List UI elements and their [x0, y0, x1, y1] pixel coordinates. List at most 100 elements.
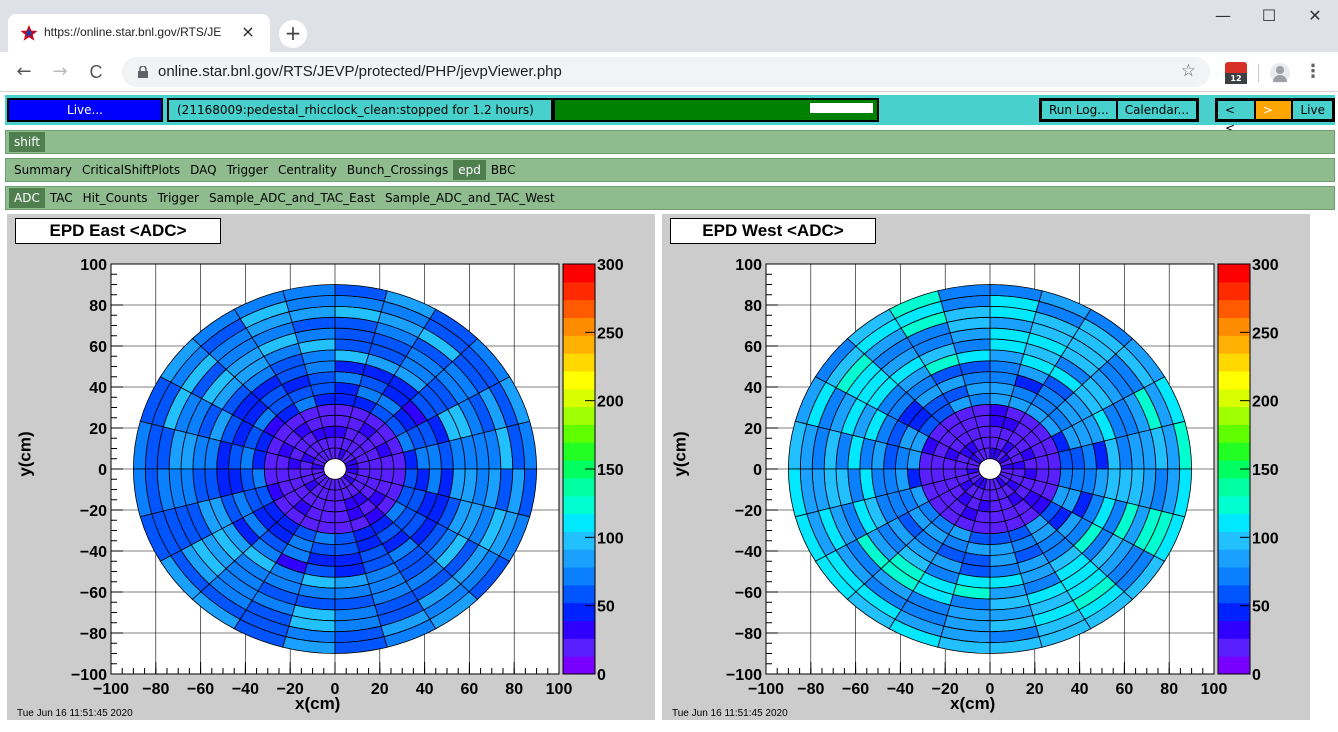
menu-item-daq[interactable]: DAQ — [190, 163, 217, 177]
colorbar-tick-label: 50 — [597, 599, 615, 616]
colorbar-tick-label: 300 — [1252, 257, 1279, 274]
live-short-button[interactable]: Live — [1292, 100, 1333, 120]
back-icon[interactable]: ← — [16, 61, 32, 82]
x-tick-label: 100 — [1201, 681, 1228, 698]
address-bar[interactable]: online.star.bnl.gov/RTS/JEVP/protected/P… — [122, 57, 1210, 87]
y-tick-label: −80 — [735, 626, 762, 643]
submenu-item-sample-adc-and-tac-east[interactable]: Sample_ADC_and_TAC_East — [208, 191, 376, 205]
menu-item-epd[interactable]: epd — [453, 160, 486, 180]
forward-icon[interactable]: → — [52, 61, 68, 82]
epd-east-heatmap: −100 −80 −60 −40 −20 0 20 40 60 80 100 −100 −80 −60 −4… — [71, 257, 624, 698]
browser-tab[interactable]: https://online.star.bnl.gov/RTS/JE × — [8, 14, 270, 52]
menu-item-criticalshiftplots[interactable]: CriticalShiftPlots — [82, 163, 181, 177]
y-tick-label: −60 — [735, 585, 762, 602]
y-tick-label: 40 — [89, 380, 107, 397]
profile-avatar-icon[interactable] — [1270, 63, 1290, 83]
reload-icon[interactable]: C — [89, 62, 103, 82]
x-tick-label: −40 — [232, 681, 259, 698]
menu-item-bunch-crossings[interactable]: Bunch_Crossings — [346, 163, 449, 177]
heatmap-cell — [974, 509, 991, 524]
colorbar-band — [1218, 335, 1250, 354]
minimize-icon[interactable]: — — [1215, 6, 1231, 25]
colorbar-band — [1218, 299, 1250, 318]
tab-close-icon[interactable]: × — [241, 22, 255, 41]
maximize-icon[interactable]: ☐ — [1261, 6, 1277, 25]
plot-canvas-west: −100 −80 −60 −40 −20 0 20 40 60 80 100 −100 −80 −60 −4… — [662, 214, 1310, 720]
previous-run-button[interactable]: < < — [1217, 100, 1255, 135]
colorbar-band — [1218, 531, 1250, 550]
menu-level2: Summary CriticalShiftPlots DAQ Trigger Centr… — [5, 158, 1335, 182]
colorbar-band — [563, 424, 595, 443]
colorbar-tick-label: 100 — [597, 530, 624, 547]
heatmap-cells — [132, 284, 538, 654]
y-tick-label: −60 — [80, 585, 107, 602]
heatmap-cell — [989, 414, 1006, 429]
colorbar-band — [563, 477, 595, 497]
x-axis-title: x(cm) — [950, 694, 996, 713]
colorbar-tick-label: 200 — [1252, 394, 1279, 411]
colorbar-tick-label: 0 — [1252, 667, 1261, 684]
colorbar-tick-label: 50 — [1252, 599, 1270, 616]
heatmap-cell — [1034, 468, 1050, 484]
colorbar-tick-label: 100 — [1252, 530, 1279, 547]
browser-menu-icon[interactable]: ⋮ — [1304, 61, 1322, 82]
menu-item-shift[interactable]: shift — [9, 132, 45, 152]
heatmap-cell — [930, 454, 946, 470]
x-tick-label: −40 — [887, 681, 914, 698]
x-tick-label: −100 — [748, 681, 784, 698]
colorbar-band — [563, 353, 595, 372]
colorbar-band — [563, 388, 595, 408]
x-tick-label: 40 — [416, 681, 434, 698]
colorbar-band — [563, 406, 595, 425]
star-favicon-icon — [20, 24, 38, 41]
colorbar-band — [1218, 317, 1250, 336]
colorbar-tick-label: 0 — [597, 667, 606, 684]
colorbar-band — [1218, 584, 1250, 604]
next-run-button[interactable]: > > — [1254, 100, 1293, 135]
colorbar-band — [563, 549, 595, 568]
y-tick-label: 0 — [753, 462, 762, 479]
colorbar-band — [563, 584, 595, 604]
submenu-item-tac[interactable]: TAC — [49, 191, 73, 205]
menu-item-bbc[interactable]: BBC — [490, 163, 516, 177]
navigation-buttons: < < > > Live — [1215, 98, 1335, 135]
colorbar-tick-label: 250 — [1252, 325, 1279, 342]
run-log-button[interactable]: Run Log... — [1041, 100, 1117, 120]
heatmap-cell — [379, 468, 395, 484]
colorbar-band — [563, 602, 595, 622]
y-tick-label: 60 — [89, 339, 107, 356]
close-window-icon[interactable]: ✕ — [1308, 6, 1322, 25]
plot-title: EPD East <ADC> — [15, 218, 221, 244]
colorbar-band — [1218, 442, 1250, 461]
submenu-item-sample-adc-and-tac-west[interactable]: Sample_ADC_and_TAC_West — [385, 191, 555, 205]
tab-title: https://online.star.bnl.gov/RTS/JE — [44, 25, 222, 39]
extension-badge: 12 — [1225, 73, 1247, 84]
colorbar-band — [1218, 513, 1250, 532]
colorbar-band — [1218, 656, 1250, 675]
colorbar-band — [1218, 638, 1250, 657]
submenu-item-hit-counts[interactable]: Hit_Counts — [82, 191, 148, 205]
live-button[interactable]: Live... — [7, 98, 163, 122]
x-tick-label: 20 — [371, 681, 389, 698]
colorbar-band — [563, 317, 595, 336]
heatmap-cells — [787, 284, 1193, 654]
menu-level1: shift — [5, 130, 1335, 154]
x-tick-label: −20 — [277, 681, 304, 698]
bookmark-star-icon[interactable]: ☆ — [1180, 61, 1196, 81]
submenu-item-adc[interactable]: ADC — [9, 188, 45, 208]
submenu-item-trigger[interactable]: Trigger — [157, 191, 199, 205]
x-axis-title: x(cm) — [295, 694, 341, 713]
calendar-button[interactable]: Calendar... — [1116, 100, 1198, 120]
calendar-extension-icon[interactable]: 12 — [1225, 62, 1247, 84]
colorbar-band — [1218, 406, 1250, 425]
x-tick-label: 0 — [986, 681, 995, 698]
menu-item-summary[interactable]: Summary — [14, 163, 72, 177]
colorbar-band — [563, 531, 595, 550]
plot-date: Tue Jun 16 11:51:45 2020 — [17, 708, 133, 719]
menu-item-centrality[interactable]: Centrality — [278, 163, 337, 177]
colorbar-tick-label: 150 — [1252, 462, 1279, 479]
lock-icon — [138, 66, 148, 78]
menu-item-trigger[interactable]: Trigger — [226, 163, 268, 177]
y-axis-title: y(cm) — [15, 431, 35, 477]
new-tab-button[interactable]: + — [279, 20, 307, 48]
